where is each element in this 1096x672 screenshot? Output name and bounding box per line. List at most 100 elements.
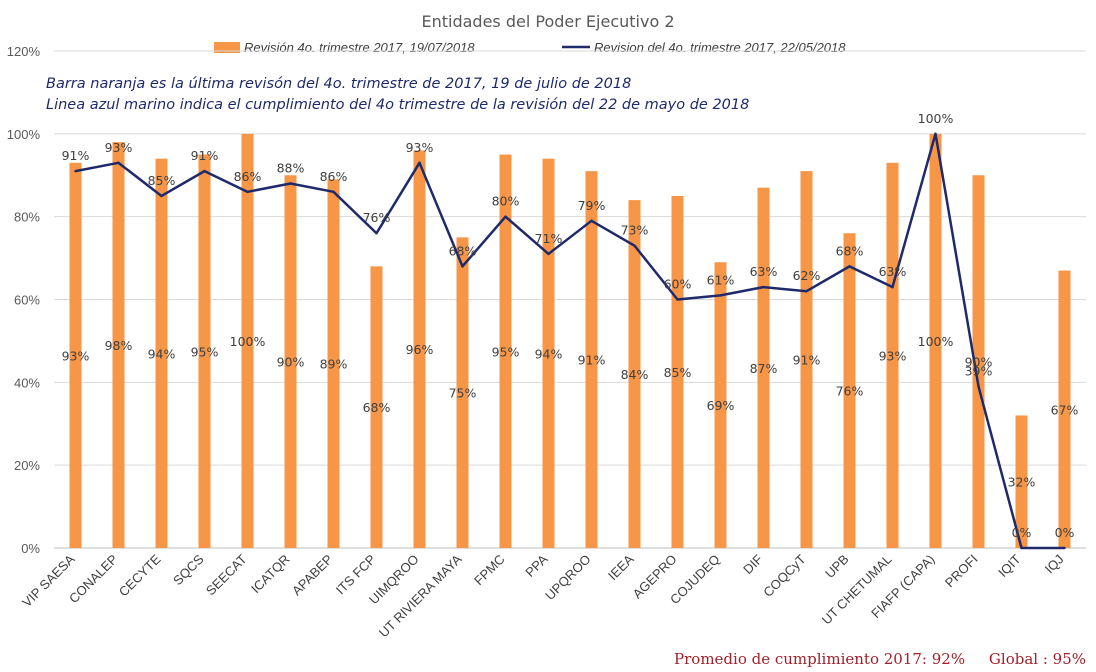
bar-data-label: 67%	[1051, 402, 1079, 417]
bar-data-label: 98%	[105, 338, 133, 353]
legend: Revisión 4o. trimestre 2017, 19/07/2018 …	[214, 40, 846, 55]
line-point	[160, 194, 163, 198]
legend-label-line: Revision del 4o. trimestre 2017, 22/05/2…	[594, 40, 846, 55]
line-data-label: 80%	[492, 194, 520, 209]
line-data-label: 88%	[277, 161, 305, 176]
bar-data-label: 32%	[1008, 475, 1036, 490]
bar	[284, 175, 297, 548]
line-point	[74, 169, 77, 173]
line-point	[719, 294, 722, 297]
line-data-label: 63%	[879, 264, 907, 279]
legend-swatch-bar	[214, 42, 240, 53]
bar	[671, 195, 684, 549]
chart-title: Entidades del Poder Ejecutivo 2	[422, 12, 675, 31]
bar	[585, 171, 598, 548]
bar-data-label: 87%	[750, 361, 778, 376]
x-tick-label: DIF	[740, 551, 765, 576]
line-data-label: 0%	[1012, 525, 1032, 540]
y-tick-label: 40%	[14, 375, 40, 390]
bar	[628, 200, 641, 548]
bar	[542, 158, 555, 548]
line-point	[633, 244, 636, 247]
line-point	[332, 190, 335, 194]
line-data-label: 71%	[535, 231, 563, 246]
line-data-label: 91%	[191, 148, 219, 163]
x-tick-label: CECYTE	[116, 551, 164, 599]
bar	[972, 175, 985, 548]
gridlines	[54, 50, 1086, 549]
x-tick-label: ICATQR	[248, 552, 293, 597]
bar	[886, 162, 899, 548]
line-point	[461, 265, 464, 268]
bar-data-label: 84%	[621, 367, 649, 382]
bar	[456, 237, 469, 548]
bar	[1058, 270, 1071, 548]
line-data-label: 79%	[578, 198, 606, 213]
bar	[800, 171, 813, 548]
line-point	[762, 285, 765, 289]
y-tick-label: 20%	[14, 458, 40, 473]
line-data-label: 93%	[105, 140, 133, 155]
bar	[843, 233, 856, 548]
x-tick-label: VIP SAESA	[19, 551, 78, 610]
line-data-label: 86%	[320, 169, 348, 184]
bar	[327, 179, 340, 548]
line-point	[891, 285, 894, 289]
line-series	[74, 132, 1066, 550]
line-data-label: 39%	[965, 363, 993, 378]
line-point	[289, 182, 292, 185]
x-tick-label: PROFI	[942, 552, 981, 591]
bar	[370, 266, 383, 548]
line-point	[676, 298, 679, 301]
bar-data-label: 76%	[836, 384, 864, 399]
bar	[155, 158, 168, 548]
bar-data-label: 69%	[707, 398, 735, 413]
line-point	[375, 232, 378, 235]
line-data-label: 60%	[664, 277, 692, 292]
bar-data-label: 91%	[578, 353, 606, 368]
line-point	[203, 169, 206, 173]
bar	[241, 133, 254, 549]
bar-data-label: 93%	[62, 348, 90, 363]
note-line-1: Barra naranja es la última revisón del 4…	[46, 76, 631, 92]
bar-data-label: 90%	[277, 355, 305, 370]
line-point	[848, 265, 851, 268]
line-point	[805, 290, 808, 293]
line-point	[246, 190, 249, 194]
bar-data-label: 90%	[965, 355, 993, 370]
bar-data-label: 95%	[191, 344, 219, 359]
bar-data-label: 96%	[406, 342, 434, 357]
line-path	[75, 132, 1065, 550]
line-point	[590, 219, 593, 223]
bar	[69, 162, 82, 548]
bar-data-label: 94%	[148, 346, 176, 361]
y-tick-label: 80%	[14, 210, 40, 225]
bar	[198, 154, 211, 548]
bar	[499, 154, 512, 548]
x-tick-label: PPA	[522, 551, 551, 580]
data-labels: 93% 98% 94% 95% 100% 90% 89% 68% 96% 75% 95% 94% 91%…	[62, 111, 1079, 540]
note-line-2: Linea azul marino indica el cumplimiento…	[46, 97, 749, 113]
x-tick-label: FPMC	[471, 552, 508, 589]
line-data-label: 85%	[148, 173, 176, 188]
x-tick-label: SQCS	[170, 551, 207, 588]
y-tick-label: 120%	[7, 44, 41, 59]
bar-data-label: 93%	[879, 348, 907, 363]
y-tick-label: 60%	[14, 293, 40, 308]
bar	[714, 262, 727, 548]
bar	[1015, 415, 1028, 548]
line-point	[1020, 546, 1023, 550]
line-data-label: 86%	[234, 169, 262, 184]
line-data-label: 0%	[1055, 525, 1075, 540]
line-data-label: 61%	[707, 272, 735, 287]
x-tick-label: UPQROO	[542, 552, 593, 603]
line-data-label: 76%	[363, 210, 391, 225]
bar-data-label: 91%	[793, 353, 821, 368]
bar-data-label: 95%	[492, 344, 520, 359]
bar-data-label: 89%	[320, 357, 348, 372]
bar	[757, 187, 770, 549]
y-tick-label: 100%	[7, 127, 41, 142]
bar	[413, 150, 426, 548]
bar	[929, 133, 942, 549]
